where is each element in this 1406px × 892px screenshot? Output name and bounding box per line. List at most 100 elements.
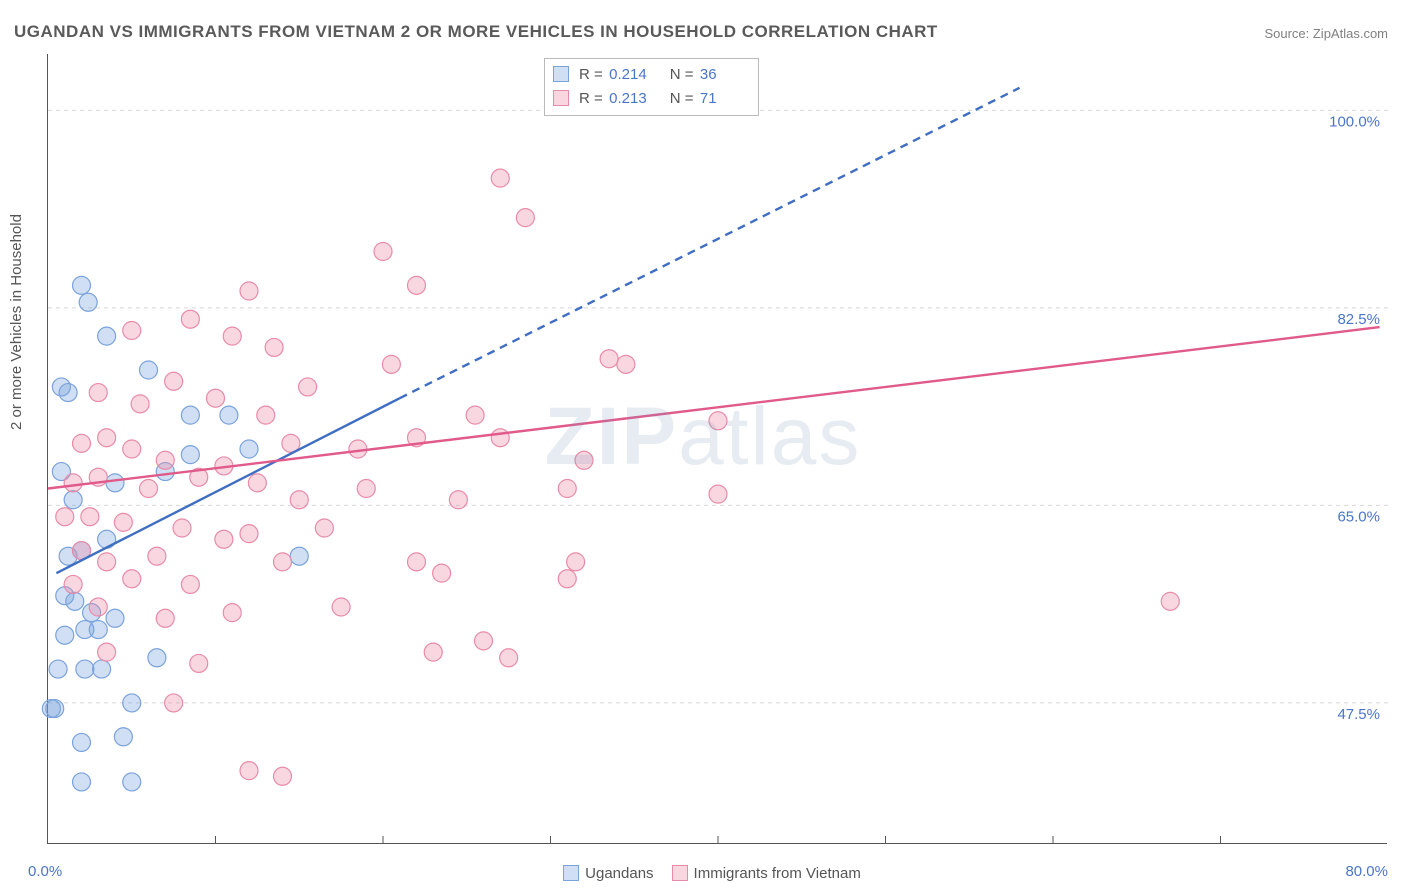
- data-point: [42, 700, 60, 718]
- data-point: [257, 406, 275, 424]
- data-point: [290, 547, 308, 565]
- data-point: [240, 282, 258, 300]
- data-point: [140, 480, 158, 498]
- data-point: [332, 598, 350, 616]
- stats-row: R = 0.213 N = 71: [553, 87, 748, 111]
- data-point: [123, 570, 141, 588]
- data-point: [207, 389, 225, 407]
- y-axis-label: 2 or more Vehicles in Household: [8, 214, 25, 430]
- legend-label: Immigrants from Vietnam: [694, 865, 861, 882]
- data-point: [98, 429, 116, 447]
- data-point: [290, 491, 308, 509]
- data-point: [66, 592, 84, 610]
- y-tick-label: 65.0%: [1337, 508, 1380, 525]
- y-tick-label: 82.5%: [1337, 311, 1380, 328]
- data-point: [240, 440, 258, 458]
- data-point: [274, 553, 292, 571]
- data-point: [49, 660, 67, 678]
- data-point: [148, 649, 166, 667]
- y-tick-label: 100.0%: [1329, 113, 1380, 130]
- data-point: [106, 609, 124, 627]
- stat-r-value: 0.214: [609, 63, 657, 87]
- data-point: [73, 773, 91, 791]
- data-point: [89, 621, 107, 639]
- data-point: [123, 773, 141, 791]
- data-point: [240, 525, 258, 543]
- stat-n-label: N =: [670, 87, 696, 111]
- data-point: [315, 519, 333, 537]
- legend-label: Ugandans: [585, 865, 653, 882]
- data-point: [93, 660, 111, 678]
- data-point: [709, 412, 727, 430]
- data-point: [114, 728, 132, 746]
- data-point: [156, 451, 174, 469]
- data-point: [215, 530, 233, 548]
- data-point: [181, 310, 199, 328]
- data-point: [382, 355, 400, 373]
- data-point: [64, 491, 82, 509]
- data-point: [223, 327, 241, 345]
- data-point: [220, 406, 238, 424]
- data-point: [500, 649, 518, 667]
- data-point: [357, 480, 375, 498]
- data-point: [89, 598, 107, 616]
- data-point: [165, 372, 183, 390]
- data-point: [558, 480, 576, 498]
- data-point: [181, 406, 199, 424]
- source-attribution: Source: ZipAtlas.com: [1264, 26, 1388, 41]
- chart-title: UGANDAN VS IMMIGRANTS FROM VIETNAM 2 OR …: [14, 22, 938, 42]
- data-point: [123, 694, 141, 712]
- data-point: [73, 276, 91, 294]
- data-point: [98, 643, 116, 661]
- stats-legend-box: R = 0.214 N = 36R = 0.213 N = 71: [544, 58, 759, 116]
- data-point: [575, 451, 593, 469]
- data-point: [408, 553, 426, 571]
- stat-r-value: 0.213: [609, 87, 657, 111]
- data-point: [558, 570, 576, 588]
- data-point: [424, 643, 442, 661]
- data-point: [299, 378, 317, 396]
- data-point: [98, 553, 116, 571]
- data-point: [190, 654, 208, 672]
- data-point: [123, 322, 141, 340]
- data-point: [181, 575, 199, 593]
- data-point: [59, 384, 77, 402]
- data-point: [1161, 592, 1179, 610]
- data-point: [600, 350, 618, 368]
- data-point: [709, 485, 727, 503]
- data-point: [274, 767, 292, 785]
- data-point: [64, 575, 82, 593]
- plot-area: 47.5%65.0%82.5%100.0%: [47, 54, 1387, 844]
- data-point: [89, 384, 107, 402]
- legend-swatch: [553, 90, 569, 106]
- data-point: [156, 609, 174, 627]
- regression-line: [48, 327, 1380, 488]
- data-point: [56, 508, 74, 526]
- data-point: [408, 276, 426, 294]
- data-point: [73, 733, 91, 751]
- legend-swatch: [563, 865, 579, 881]
- data-point: [123, 440, 141, 458]
- data-point: [265, 338, 283, 356]
- data-point: [223, 604, 241, 622]
- bottom-legend: Ugandans Immigrants from Vietnam: [0, 865, 1406, 882]
- data-point: [466, 406, 484, 424]
- data-point: [374, 243, 392, 261]
- data-point: [73, 434, 91, 452]
- data-point: [173, 519, 191, 537]
- data-point: [140, 361, 158, 379]
- data-point: [81, 508, 99, 526]
- stat-n-value: 71: [700, 87, 748, 111]
- data-point: [106, 474, 124, 492]
- data-point: [64, 474, 82, 492]
- data-point: [449, 491, 467, 509]
- data-point: [475, 632, 493, 650]
- data-point: [148, 547, 166, 565]
- stats-row: R = 0.214 N = 36: [553, 63, 748, 87]
- data-point: [181, 446, 199, 464]
- regression-line-extrapolated: [400, 88, 1020, 398]
- stat-r-label: R =: [579, 63, 605, 87]
- data-point: [114, 513, 132, 531]
- data-point: [56, 626, 74, 644]
- data-point: [491, 169, 509, 187]
